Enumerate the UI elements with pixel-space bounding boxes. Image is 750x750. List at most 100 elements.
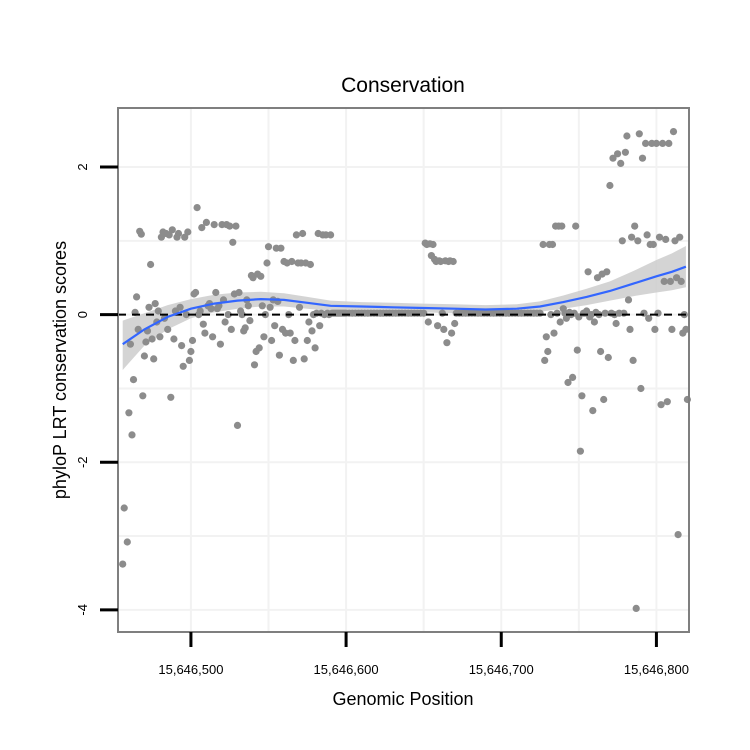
data-point — [305, 318, 313, 326]
data-point — [187, 347, 195, 356]
data-point — [542, 333, 550, 341]
data-point — [226, 222, 234, 230]
data-point — [125, 409, 133, 417]
data-point — [250, 361, 259, 369]
data-point — [553, 309, 561, 317]
data-point — [576, 447, 585, 455]
data-point — [642, 139, 650, 147]
data-point — [440, 325, 448, 333]
data-point — [606, 181, 614, 190]
data-point — [536, 309, 544, 317]
data-point — [277, 244, 285, 252]
data-point — [443, 339, 451, 347]
data-point — [184, 228, 192, 236]
data-point — [212, 288, 220, 297]
data-point — [618, 237, 626, 245]
data-point — [327, 231, 335, 239]
data-point — [263, 259, 271, 267]
data-point — [578, 392, 586, 400]
data-point — [268, 336, 276, 345]
data-point — [164, 325, 172, 333]
data-point — [429, 240, 437, 249]
data-point — [275, 351, 283, 359]
data-point — [229, 238, 237, 246]
data-point — [137, 230, 145, 238]
chart-title: Conservation — [341, 74, 465, 97]
data-point — [662, 235, 670, 243]
data-point — [448, 329, 456, 337]
data-point — [652, 139, 661, 147]
data-point — [614, 150, 622, 158]
data-point — [541, 356, 549, 364]
data-point — [631, 222, 639, 230]
data-point — [295, 303, 304, 311]
data-point — [682, 325, 690, 333]
data-point — [306, 260, 314, 269]
y-tick-label: -2 — [75, 456, 90, 468]
data-point — [288, 257, 296, 266]
data-point — [289, 356, 297, 364]
data-point — [286, 329, 294, 337]
data-point — [420, 309, 428, 317]
data-point — [643, 231, 651, 239]
data-point — [123, 538, 131, 546]
data-point — [547, 311, 555, 319]
data-point — [584, 268, 592, 276]
data-point — [139, 392, 147, 400]
data-point — [181, 233, 189, 241]
data-point — [246, 317, 254, 325]
data-point — [674, 531, 682, 539]
data-point — [548, 240, 557, 249]
data-point — [266, 303, 274, 311]
data-point — [655, 233, 664, 241]
y-tick-label: 2 — [75, 163, 90, 170]
data-point — [178, 342, 186, 350]
data-point — [612, 319, 620, 328]
data-point — [666, 277, 675, 285]
data-point — [147, 260, 155, 269]
data-point — [654, 309, 662, 317]
data-point — [227, 325, 235, 333]
data-point — [649, 240, 657, 249]
data-point — [569, 373, 577, 381]
data-point — [638, 154, 647, 162]
data-point — [120, 504, 128, 512]
data-point — [257, 272, 265, 280]
data-point — [179, 362, 187, 370]
data-point — [119, 560, 127, 568]
data-point — [677, 277, 685, 285]
data-point — [303, 336, 311, 345]
data-point — [434, 322, 442, 330]
data-point — [632, 604, 640, 613]
data-point — [659, 139, 667, 147]
data-point — [564, 378, 572, 387]
data-point — [451, 319, 459, 328]
grid-lines — [118, 108, 689, 632]
x-tick-label: 15,646,700 — [469, 662, 534, 677]
data-point — [145, 303, 153, 311]
data-point — [651, 325, 659, 333]
data-point — [668, 325, 676, 333]
data-point — [660, 277, 668, 285]
x-tick-label: 15,646,600 — [314, 662, 379, 677]
data-point — [151, 300, 159, 308]
data-point — [597, 347, 605, 356]
data-point — [150, 355, 158, 363]
data-point — [193, 204, 201, 212]
data-point — [167, 393, 175, 401]
data-point — [624, 296, 633, 304]
data-point — [192, 288, 200, 297]
data-point — [170, 335, 178, 343]
data-point — [199, 320, 207, 328]
data-point — [550, 329, 558, 337]
data-point — [182, 311, 190, 319]
data-point — [665, 139, 673, 147]
data-point — [424, 318, 432, 326]
data-point — [316, 322, 324, 330]
data-point — [623, 132, 631, 140]
data-point — [308, 327, 316, 335]
data-point — [233, 421, 242, 429]
data-point — [572, 222, 580, 230]
data-point — [210, 221, 218, 229]
